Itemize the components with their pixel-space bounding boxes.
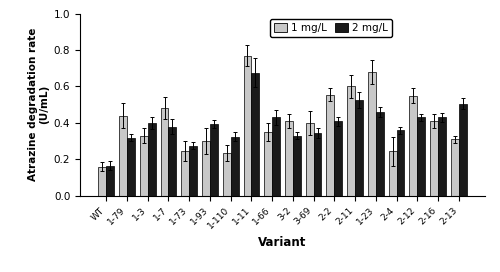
Bar bbox=[326, 95, 334, 196]
Legend: 1 mg/L, 2 mg/L: 1 mg/L, 2 mg/L bbox=[270, 19, 392, 37]
Bar bbox=[458, 104, 466, 196]
Bar bbox=[210, 124, 218, 196]
Bar bbox=[252, 73, 260, 196]
Bar bbox=[182, 151, 189, 196]
Bar bbox=[244, 55, 252, 196]
Bar bbox=[127, 138, 135, 196]
Bar bbox=[438, 118, 446, 196]
Bar bbox=[314, 133, 322, 196]
Bar bbox=[140, 136, 147, 196]
Bar bbox=[355, 100, 363, 196]
Bar bbox=[388, 151, 396, 196]
Bar bbox=[202, 141, 210, 196]
Bar bbox=[160, 108, 168, 196]
Bar bbox=[368, 72, 376, 196]
Bar bbox=[168, 126, 176, 196]
Bar bbox=[189, 146, 197, 196]
Bar bbox=[418, 118, 425, 196]
Bar bbox=[451, 139, 458, 196]
Bar bbox=[334, 121, 342, 196]
Bar bbox=[119, 116, 127, 196]
Bar bbox=[148, 123, 156, 196]
Y-axis label: Atrazine degradation rate
(U/mL): Atrazine degradation rate (U/mL) bbox=[28, 28, 50, 181]
X-axis label: Variant: Variant bbox=[258, 236, 306, 249]
Bar bbox=[293, 136, 300, 196]
Bar bbox=[223, 153, 230, 196]
Bar bbox=[272, 118, 280, 196]
Bar bbox=[376, 112, 384, 196]
Bar bbox=[347, 86, 355, 196]
Bar bbox=[264, 132, 272, 196]
Bar bbox=[285, 121, 293, 196]
Bar bbox=[98, 167, 106, 196]
Bar bbox=[306, 123, 314, 196]
Bar bbox=[430, 121, 438, 196]
Bar bbox=[230, 137, 238, 196]
Bar bbox=[396, 130, 404, 196]
Bar bbox=[410, 96, 418, 196]
Bar bbox=[106, 166, 114, 196]
